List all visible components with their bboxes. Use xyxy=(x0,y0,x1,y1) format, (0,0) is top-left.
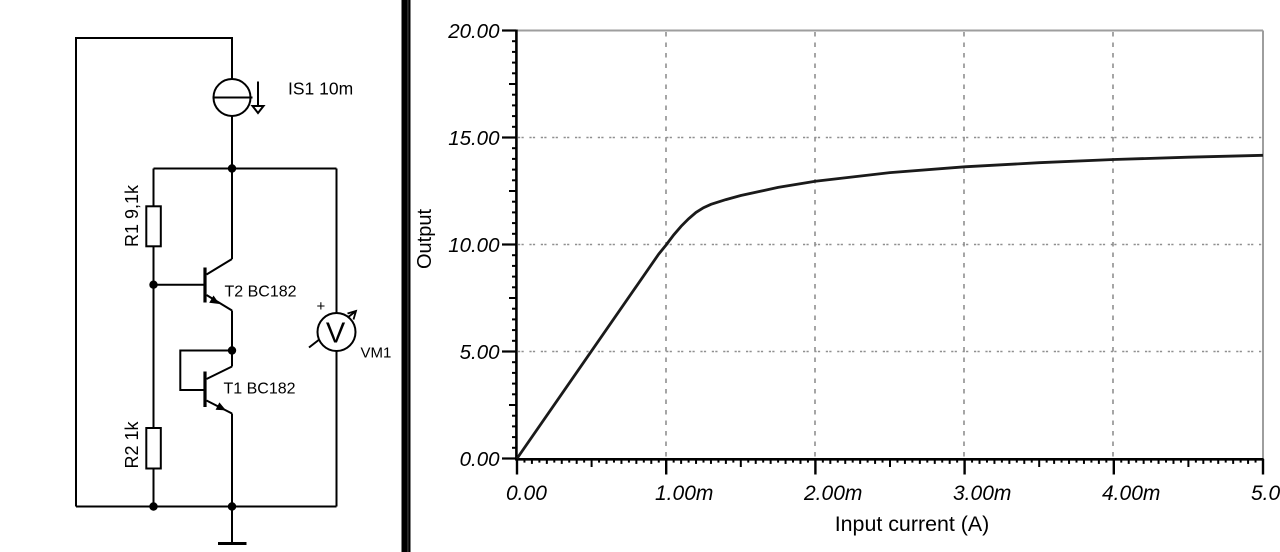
svg-text:2.00m: 2.00m xyxy=(803,482,862,505)
svg-text:0.00: 0.00 xyxy=(460,448,500,471)
svg-text:20.00: 20.00 xyxy=(447,20,500,43)
svg-text:5.00m: 5.00m xyxy=(1251,482,1280,505)
svg-text:IS1 10m: IS1 10m xyxy=(288,79,353,99)
svg-text:VM1: VM1 xyxy=(361,345,392,362)
svg-text:3.00m: 3.00m xyxy=(953,482,1011,505)
svg-text:1.00m: 1.00m xyxy=(655,482,713,505)
svg-text:R1 9,1k: R1 9,1k xyxy=(122,184,142,247)
svg-text:R2 1k: R2 1k xyxy=(122,420,142,468)
svg-text:+: + xyxy=(317,298,326,315)
svg-text:4.00m: 4.00m xyxy=(1102,482,1160,505)
svg-text:Output: Output xyxy=(414,209,436,269)
svg-text:Input current (A): Input current (A) xyxy=(835,512,990,536)
svg-text:15.00: 15.00 xyxy=(448,127,500,150)
svg-text:10.00: 10.00 xyxy=(448,234,500,257)
svg-text:5.00: 5.00 xyxy=(460,341,500,364)
svg-text:T2 BC182: T2 BC182 xyxy=(225,284,297,301)
svg-text:T1 BC182: T1 BC182 xyxy=(224,381,296,398)
svg-text:0.00: 0.00 xyxy=(506,482,547,505)
svg-text:V: V xyxy=(326,318,346,350)
